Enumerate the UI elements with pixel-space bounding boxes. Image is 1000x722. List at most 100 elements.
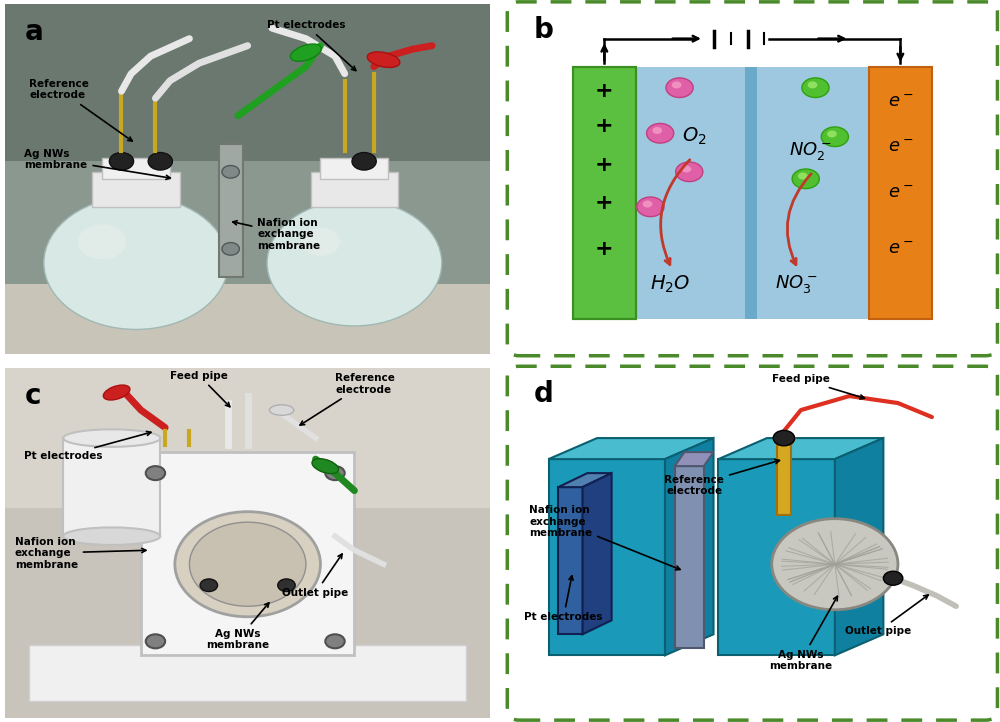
Polygon shape: [718, 438, 883, 459]
Bar: [745, 66, 757, 319]
Bar: [92, 172, 180, 206]
Text: Reference
electrode: Reference electrode: [29, 79, 132, 141]
Polygon shape: [835, 438, 883, 656]
Bar: [219, 144, 243, 277]
Text: Ag NWs
membrane: Ag NWs membrane: [206, 603, 270, 651]
Text: Reference
electrode: Reference electrode: [300, 373, 395, 425]
Ellipse shape: [290, 44, 321, 61]
Text: Nafion ion
exchange
membrane: Nafion ion exchange membrane: [233, 217, 320, 251]
Bar: [5, 4, 490, 161]
Circle shape: [175, 512, 320, 617]
Circle shape: [109, 152, 134, 170]
Bar: [102, 158, 170, 179]
Polygon shape: [582, 473, 612, 635]
Circle shape: [325, 466, 345, 480]
Circle shape: [146, 635, 165, 648]
Text: +: +: [595, 239, 614, 259]
Circle shape: [148, 152, 172, 170]
Polygon shape: [665, 438, 714, 656]
Polygon shape: [558, 473, 612, 487]
Text: Pt electrodes: Pt electrodes: [24, 431, 151, 461]
Circle shape: [666, 78, 693, 97]
Polygon shape: [549, 438, 714, 459]
Circle shape: [146, 466, 165, 480]
Text: Pt electrodes: Pt electrodes: [267, 20, 356, 71]
Circle shape: [78, 225, 126, 259]
Text: $\it{e}^-$: $\it{e}^-$: [888, 92, 913, 110]
Text: Reference
electrode: Reference electrode: [664, 460, 779, 496]
Circle shape: [278, 579, 295, 591]
Circle shape: [808, 82, 817, 88]
Circle shape: [883, 571, 903, 586]
Ellipse shape: [269, 405, 294, 415]
Text: Outlet pipe: Outlet pipe: [282, 554, 349, 598]
Text: Ag NWs
membrane: Ag NWs membrane: [769, 596, 837, 671]
Circle shape: [222, 165, 239, 178]
Circle shape: [200, 579, 218, 591]
Circle shape: [676, 162, 703, 182]
Text: $NO_3^-$: $NO_3^-$: [775, 273, 817, 295]
Bar: [311, 172, 398, 206]
Text: Feed pipe: Feed pipe: [170, 370, 230, 406]
Bar: [63, 438, 160, 536]
Circle shape: [773, 430, 795, 445]
Circle shape: [352, 152, 376, 170]
Ellipse shape: [63, 528, 160, 545]
Circle shape: [325, 635, 345, 648]
Bar: [549, 459, 665, 656]
Circle shape: [827, 131, 837, 137]
Text: Nafion ion
exchange
membrane: Nafion ion exchange membrane: [529, 505, 680, 570]
Text: c: c: [24, 382, 41, 410]
Ellipse shape: [312, 458, 339, 474]
Text: Ag NWs
membrane: Ag NWs membrane: [24, 149, 170, 180]
Text: a: a: [24, 17, 43, 45]
Bar: [777, 445, 791, 516]
Text: +: +: [595, 81, 614, 101]
Text: $O_2$: $O_2$: [682, 126, 706, 147]
Bar: [869, 66, 932, 319]
Bar: [558, 487, 582, 635]
FancyBboxPatch shape: [507, 366, 997, 720]
Bar: [5, 368, 490, 508]
Circle shape: [637, 197, 664, 217]
Circle shape: [189, 522, 306, 606]
Text: $\it{e}^-$: $\it{e}^-$: [888, 184, 913, 202]
Circle shape: [798, 173, 808, 180]
Text: Feed pipe: Feed pipe: [772, 374, 864, 399]
Text: 硝酸盐还原: 硝酸盐还原: [817, 327, 863, 342]
Bar: [29, 645, 466, 701]
Circle shape: [222, 243, 239, 255]
Ellipse shape: [103, 385, 130, 400]
Text: +: +: [595, 193, 614, 213]
Bar: [718, 459, 835, 656]
Circle shape: [44, 196, 228, 329]
Circle shape: [301, 228, 340, 256]
Bar: [573, 66, 636, 319]
Polygon shape: [675, 452, 714, 466]
Text: Pt electrodes: Pt electrodes: [524, 575, 603, 622]
Circle shape: [802, 78, 829, 97]
Text: $H_2O$: $H_2O$: [650, 273, 690, 295]
FancyBboxPatch shape: [507, 2, 997, 356]
Text: +: +: [595, 155, 614, 175]
Text: +: +: [595, 116, 614, 136]
Circle shape: [267, 200, 442, 326]
FancyBboxPatch shape: [0, 0, 505, 365]
Bar: [573, 66, 636, 319]
Circle shape: [682, 165, 691, 173]
Ellipse shape: [63, 430, 160, 447]
Bar: [320, 158, 388, 179]
Ellipse shape: [367, 52, 400, 67]
Bar: [5, 284, 490, 354]
Circle shape: [647, 123, 674, 143]
Circle shape: [652, 127, 662, 134]
Polygon shape: [777, 438, 796, 445]
Circle shape: [821, 127, 848, 147]
Text: Nafion ion
exchange
membrane: Nafion ion exchange membrane: [15, 536, 146, 570]
Text: $\it{e}^-$: $\it{e}^-$: [888, 240, 913, 258]
Text: b: b: [534, 16, 554, 44]
Text: 析氧反应: 析氧反应: [637, 327, 674, 342]
Bar: [573, 66, 932, 319]
Bar: [141, 452, 354, 656]
Circle shape: [772, 518, 898, 610]
